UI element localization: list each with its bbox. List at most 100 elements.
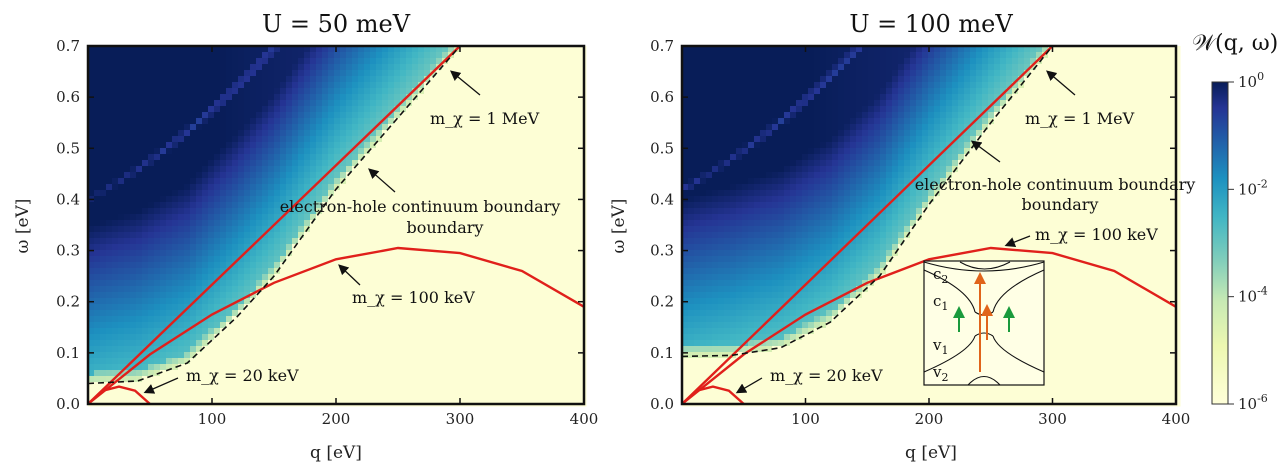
heatmap-cell — [292, 208, 299, 215]
heatmap-cell — [214, 358, 221, 365]
heatmap-cell — [376, 130, 383, 137]
heatmap-cell — [190, 340, 197, 347]
heatmap-cell — [262, 106, 269, 113]
heatmap-cell — [490, 334, 497, 341]
heatmap-cell — [496, 142, 503, 149]
heatmap-cell — [370, 334, 377, 341]
heatmap-cell — [466, 142, 473, 149]
heatmap-cell — [214, 238, 221, 245]
heatmap-cell — [424, 376, 431, 383]
heatmap-cell — [574, 52, 581, 59]
heatmap-cell — [256, 94, 263, 101]
heatmap-cell — [184, 358, 191, 365]
heatmap-cell — [352, 298, 359, 305]
heatmap-cell — [346, 130, 353, 137]
heatmap-cell — [490, 172, 497, 179]
heatmap-cell — [226, 286, 233, 293]
heatmap-cell — [532, 46, 539, 53]
heatmap-cell — [232, 196, 239, 203]
heatmap-cell — [430, 364, 437, 371]
heatmap-cell — [430, 76, 437, 83]
heatmap-cell — [298, 328, 305, 335]
heatmap-cell — [256, 70, 263, 77]
heatmap-cell — [484, 64, 491, 71]
heatmap-cell — [430, 298, 437, 305]
heatmap-cell — [514, 166, 521, 173]
heatmap-cell — [466, 310, 473, 317]
heatmap-cell — [502, 154, 509, 161]
heatmap-cell — [514, 232, 521, 239]
heatmap-cell — [286, 220, 293, 227]
heatmap-cell — [556, 388, 563, 395]
heatmap-cell — [520, 70, 527, 77]
heatmap-cell — [574, 142, 581, 149]
heatmap-cell — [280, 370, 287, 377]
heatmap-cell — [490, 166, 497, 173]
heatmap-cell — [166, 268, 173, 275]
heatmap-cell — [460, 142, 467, 149]
heatmap-cell — [88, 346, 95, 353]
heatmap-cell — [472, 250, 479, 257]
heatmap-cell — [124, 166, 131, 173]
heatmap-cell — [148, 64, 155, 71]
heatmap-cell — [484, 154, 491, 161]
heatmap-cell — [406, 130, 413, 137]
heatmap-cell — [460, 292, 467, 299]
heatmap-cell — [496, 208, 503, 215]
heatmap-cell — [376, 376, 383, 383]
heatmap-cell — [172, 112, 179, 119]
heatmap-cell — [100, 340, 107, 347]
heatmap-cell — [286, 214, 293, 221]
heatmap-cell — [370, 364, 377, 371]
heatmap-cell — [400, 106, 407, 113]
heatmap-cell — [142, 274, 149, 281]
heatmap-cell — [226, 370, 233, 377]
heatmap-cell — [202, 76, 209, 83]
heatmap-cell — [484, 208, 491, 215]
heatmap-cell — [496, 196, 503, 203]
heatmap-cell — [424, 136, 431, 143]
heatmap-cell — [388, 370, 395, 377]
heatmap-cell — [454, 184, 461, 191]
heatmap-cell — [358, 160, 365, 167]
heatmap-cell — [460, 334, 467, 341]
heatmap-cell — [574, 376, 581, 383]
heatmap-cell — [406, 274, 413, 281]
heatmap-cell — [232, 58, 239, 65]
heatmap-cell — [280, 118, 287, 125]
heatmap-cell — [322, 64, 329, 71]
heatmap-cell — [370, 214, 377, 221]
heatmap-cell — [196, 184, 203, 191]
heatmap-cell — [544, 178, 551, 185]
heatmap-cell — [328, 100, 335, 107]
heatmap-cell — [208, 190, 215, 197]
heatmap-cell — [190, 280, 197, 287]
heatmap-cell — [208, 394, 215, 401]
heatmap-cell — [184, 286, 191, 293]
heatmap-cell — [226, 250, 233, 257]
heatmap-cell — [358, 76, 365, 83]
heatmap-cell — [214, 70, 221, 77]
heatmap-cell — [118, 328, 125, 335]
heatmap-cell — [568, 316, 575, 323]
heatmap-cell — [454, 256, 461, 263]
heatmap-cell — [370, 292, 377, 299]
heatmap-cell — [574, 304, 581, 311]
heatmap-cell — [292, 292, 299, 299]
heatmap-cell — [220, 112, 227, 119]
heatmap-cell — [256, 58, 263, 65]
heatmap-cell — [466, 298, 473, 305]
heatmap-cell — [394, 76, 401, 83]
heatmap-cell — [364, 118, 371, 125]
heatmap-cell — [478, 124, 485, 131]
heatmap-cell — [574, 268, 581, 275]
heatmap-cell — [178, 322, 185, 329]
heatmap-cell — [256, 154, 263, 161]
heatmap-cell — [502, 52, 509, 59]
heatmap-cell — [460, 160, 467, 167]
heatmap-cell — [316, 226, 323, 233]
heatmap-cell — [412, 394, 419, 401]
heatmap-cell — [238, 190, 245, 197]
heatmap-cell — [220, 64, 227, 71]
heatmap-cell — [172, 196, 179, 203]
